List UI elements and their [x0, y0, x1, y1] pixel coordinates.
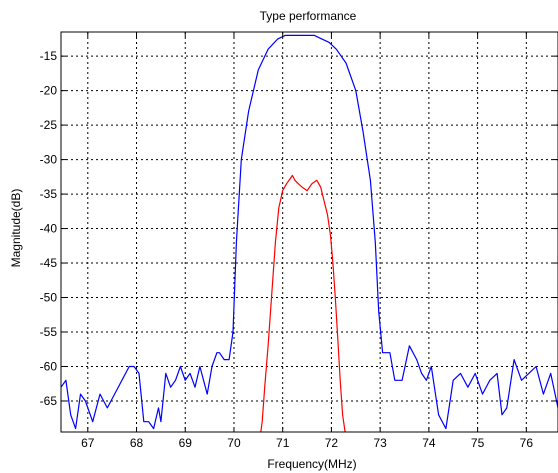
series-line-0	[60, 34, 558, 430]
y-tick-label: -30	[40, 153, 58, 167]
x-tick-label: 73	[373, 436, 387, 450]
y-tick-label: -45	[40, 256, 58, 270]
y-tick-label: -60	[40, 359, 58, 373]
x-tick-label: 67	[81, 436, 95, 450]
y-tick-label: -40	[40, 222, 58, 236]
x-tick-label: 76	[520, 436, 534, 450]
series-layer	[60, 34, 558, 433]
y-axis-label: Magnitude(dB)	[9, 189, 23, 268]
y-tick-label: -25	[40, 118, 58, 132]
y-tick-label: -50	[40, 291, 58, 305]
series-line-1	[260, 174, 346, 433]
plot-frame	[60, 31, 558, 433]
y-tick-label: -65	[40, 394, 58, 408]
x-axis-label: Frequency(MHz)	[267, 457, 356, 471]
chart-title: Type performance	[260, 9, 357, 23]
x-tick-label: 69	[179, 436, 193, 450]
x-tick-label: 75	[471, 436, 485, 450]
grid	[61, 32, 558, 432]
y-tick-label: -15	[40, 49, 58, 63]
x-tick-label: 71	[276, 436, 290, 450]
y-tick-label: -20	[40, 84, 58, 98]
y-tick-label: -35	[40, 187, 58, 201]
x-tick-label: 70	[227, 436, 241, 450]
x-tick-label: 72	[325, 436, 339, 450]
x-tick-label: 68	[130, 436, 144, 450]
ticks: 67 68 69 70 71 72 73 74 75 76 -15 -20 -25 -30 -35 -40 -4…	[40, 32, 558, 450]
y-tick-label: -55	[40, 325, 58, 339]
x-tick-label: 74	[422, 436, 436, 450]
